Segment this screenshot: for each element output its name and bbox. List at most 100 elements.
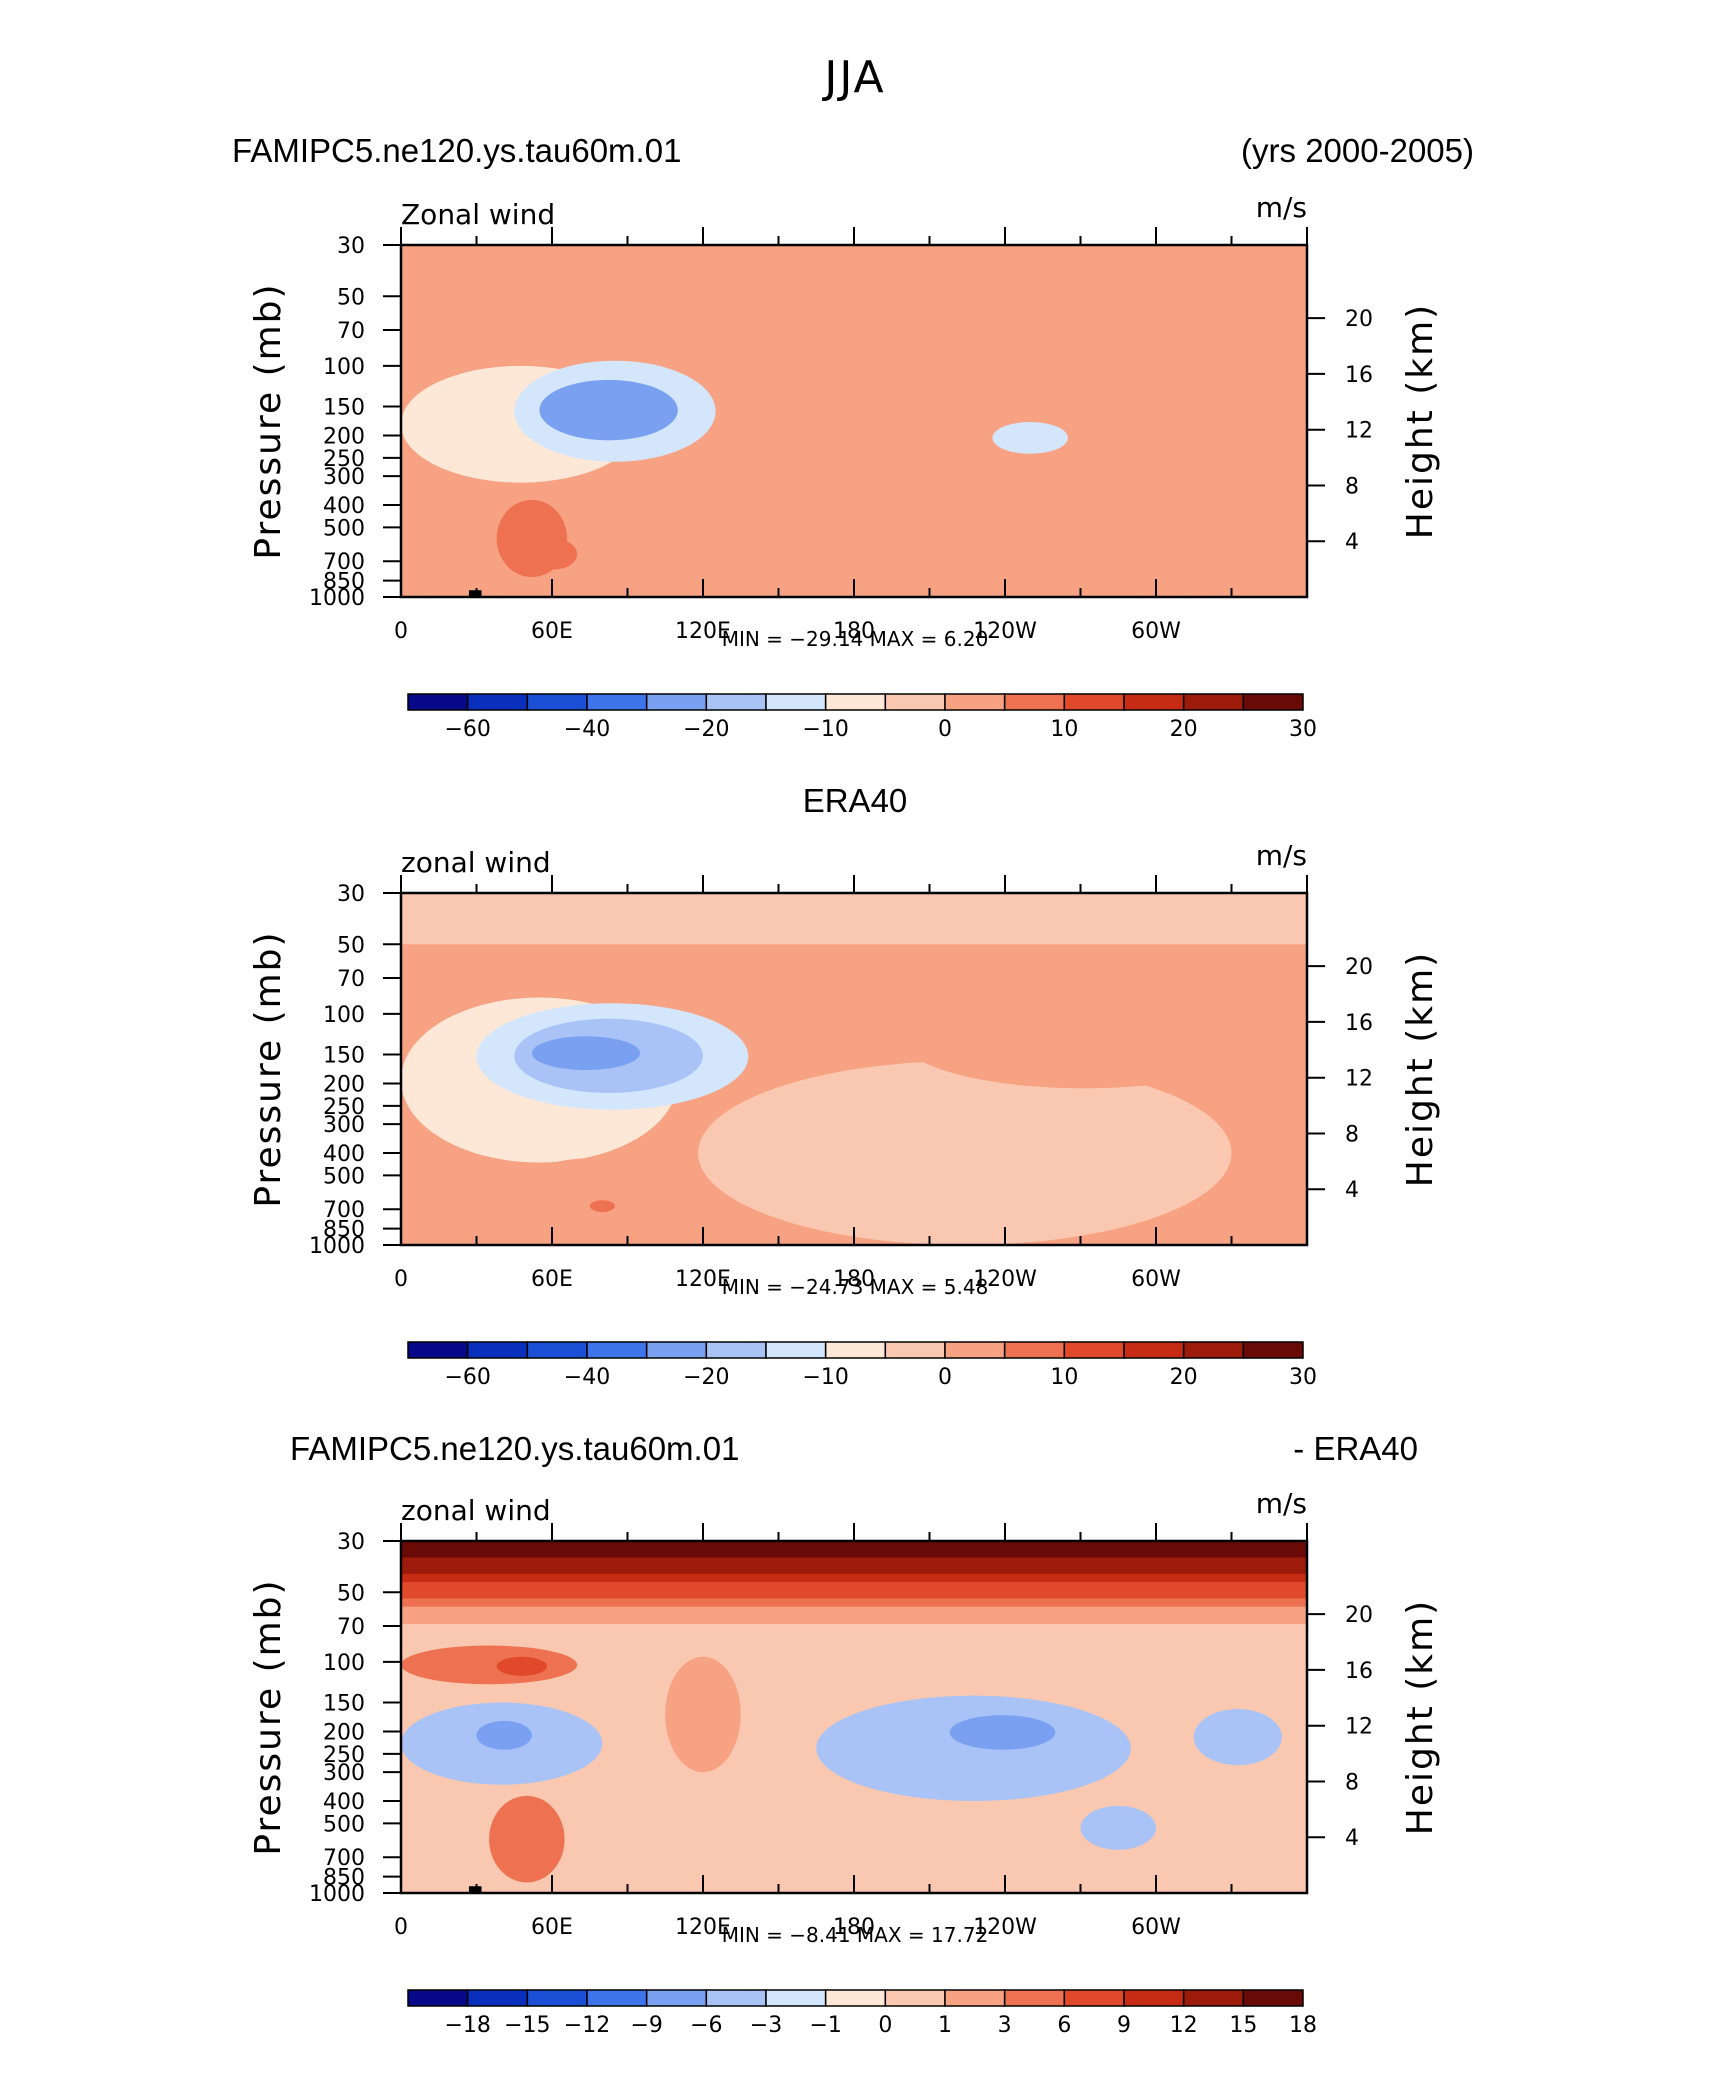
panel-2-y2tick-label: 20: [1345, 955, 1373, 980]
colorbar-label: 6: [1057, 2013, 1071, 2038]
colorbar-label: −40: [564, 717, 610, 742]
colorbar-swatch: [407, 693, 469, 711]
panel-1-units-label: m/s: [1256, 191, 1307, 224]
panel-2-contour-field: [401, 893, 1307, 1245]
colorbar-swatch: [824, 1341, 887, 1359]
colorbar-swatch: [1063, 693, 1125, 711]
panel-3-min-max: MIN = −8.41 MAX = 17.72: [722, 1923, 989, 1947]
panel-3-ytick-label: 50: [337, 1581, 365, 1606]
panel-3-gradient-step-0: [401, 1541, 1307, 1551]
panel-2-variable-label: zonal wind: [401, 846, 551, 879]
colorbar-label: −12: [564, 2013, 610, 2038]
colorbar-label: −60: [444, 1365, 490, 1390]
panel-2-y2tick-label: 12: [1345, 1067, 1373, 1092]
panel-1-ylabel-right: Height (km): [1400, 303, 1441, 539]
colorbar-swatch: [884, 1341, 946, 1359]
panel-2-xtick-label: 0: [394, 1267, 408, 1292]
panel-3-y2tick-label: 4: [1345, 1826, 1359, 1851]
colorbar-swatch: [645, 693, 708, 711]
colorbar-label: −9: [630, 2013, 662, 2038]
panel-2-units-label: m/s: [1256, 839, 1307, 872]
panel-3-ytick-label: 500: [323, 1812, 365, 1837]
panel-1-ytick-label: 400: [323, 494, 365, 519]
panel-3-gradient-step-5: [401, 1582, 1307, 1592]
panel-3-y2tick-label: 16: [1345, 1659, 1373, 1684]
colorbar-label: 12: [1170, 2013, 1198, 2038]
panel-2-ytick-label: 50: [337, 933, 365, 958]
panel-1-variable-label: Zonal wind: [401, 198, 555, 231]
panel-1-ytick-label: 70: [337, 319, 365, 344]
panel-3-variable-label: zonal wind: [401, 1494, 551, 1527]
panel-2-contour-region-4: [531, 1036, 641, 1071]
colorbar-swatch: [1123, 1341, 1185, 1359]
panel-1-contour-field: [401, 245, 1307, 597]
colorbar-label: −60: [444, 717, 490, 742]
panel-3-contour-region-4: [476, 1720, 532, 1750]
colorbar-swatch: [884, 693, 946, 711]
panel-3-contour-region-7: [949, 1715, 1056, 1750]
panel-1-ytick-label: 200: [323, 424, 365, 449]
colorbar-swatch: [407, 1341, 469, 1359]
colorbar-label: 10: [1050, 717, 1078, 742]
colorbar-label: 0: [938, 717, 952, 742]
colorbar-swatch: [765, 1989, 827, 2007]
panel-2-y2tick-label: 8: [1345, 1122, 1359, 1147]
panel-1-contour-region-4: [557, 388, 643, 428]
panel-1-xtick-label: 0: [394, 619, 408, 644]
panel-2-ytick-label: 250: [323, 1095, 365, 1120]
colorbar-swatch: [944, 693, 1006, 711]
panel-2-min-max: MIN = −24.73 MAX = 5.48: [722, 1275, 989, 1299]
colorbar-swatch: [944, 1989, 1006, 2007]
panel-2-ytick-label: 30: [337, 882, 365, 907]
panel-3-gradient-step-7: [401, 1598, 1307, 1608]
colorbar-swatch: [1003, 1341, 1066, 1359]
colorbar-label: 30: [1289, 1365, 1317, 1390]
panel-2-xtick-label: 60E: [531, 1267, 573, 1292]
panel-3-y2tick-label: 12: [1345, 1715, 1373, 1740]
panel-3-topography-1: [468, 1886, 482, 1893]
colorbar-swatch: [586, 693, 648, 711]
colorbar-swatch: [944, 1341, 1006, 1359]
panel-3-contour-region-9: [1080, 1805, 1156, 1850]
panel-2-y2tick-label: 16: [1345, 1011, 1373, 1036]
colorbar-label: −10: [802, 717, 848, 742]
panel-3-contour-region-2: [496, 1656, 547, 1676]
colorbar-label: −3: [750, 2013, 782, 2038]
colorbar-label: −15: [504, 2013, 550, 2038]
colorbar-label: 10: [1050, 1365, 1078, 1390]
panel-3-ytick-label: 1000: [309, 1882, 365, 1907]
panel-2-ytick-label: 500: [323, 1164, 365, 1189]
panel-1-contour-region-9: [531, 538, 578, 570]
colorbar-label: 3: [998, 2013, 1012, 2038]
colorbar-label: 18: [1289, 2013, 1317, 2038]
colorbar-swatch: [1063, 1989, 1125, 2007]
panel-2-ylabel-left: Pressure (mb): [248, 930, 289, 1207]
colorbar-swatch: [1003, 693, 1066, 711]
panel-1-ytick-label: 100: [323, 355, 365, 380]
panel-1-header-left: FAMIPC5.ne120.ys.tau60m.01: [232, 132, 681, 169]
panel-2-ytick-label: 70: [337, 967, 365, 992]
colorbar-swatch: [1242, 1341, 1304, 1359]
panel-1-xtick-label: 180: [833, 619, 875, 644]
panel-3-gradient-step-3: [401, 1565, 1307, 1575]
colorbar-swatch: [586, 1341, 648, 1359]
panel-3-xtick-label: 120W: [973, 1915, 1037, 1940]
colorbar-swatch: [526, 1341, 588, 1359]
panel-1-ytick-label: 1000: [309, 586, 365, 611]
colorbar-label: −20: [683, 717, 729, 742]
panel-3-ytick-label: 250: [323, 1743, 365, 1768]
panel-2-ylabel-right: Height (km): [1400, 951, 1441, 1187]
colorbar-label: 0: [878, 2013, 892, 2038]
panel-1-y2tick-label: 8: [1345, 474, 1359, 499]
panel-1-xtick-label: 120E: [675, 619, 731, 644]
panel-2-y2tick-label: 4: [1345, 1178, 1359, 1203]
panel-3-gradient-step-9: [401, 1614, 1307, 1625]
panel-2-band-0: [401, 893, 1307, 945]
panel-3-ylabel-right: Height (km): [1400, 1599, 1441, 1835]
colorbar-swatch: [1123, 693, 1185, 711]
panel-2-ytick-label: 100: [323, 1003, 365, 1028]
colorbar-swatch: [1182, 1341, 1245, 1359]
panel-2-ytick-label: 300: [323, 1113, 365, 1138]
panel-1-ytick-label: 150: [323, 396, 365, 421]
